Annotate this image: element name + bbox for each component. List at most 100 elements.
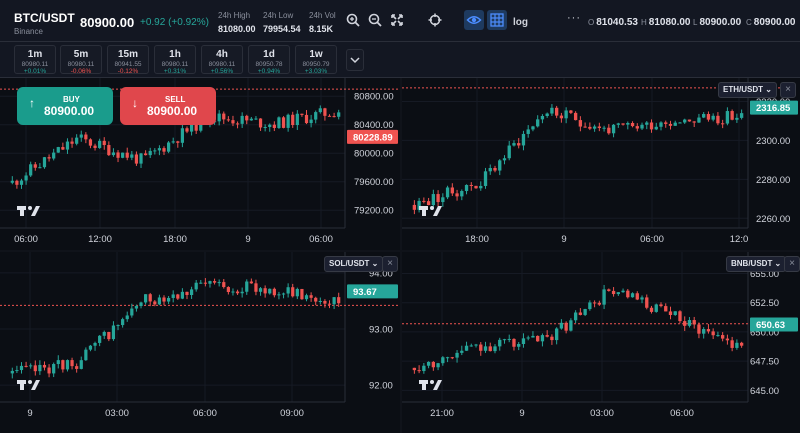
candle-body xyxy=(649,122,654,130)
zoom-out-icon[interactable] xyxy=(367,12,383,28)
candle-body xyxy=(412,204,417,210)
timeframe-1m[interactable]: 1m 80980.11 +0.01% xyxy=(14,45,56,75)
candle-body xyxy=(130,308,134,316)
grid-icon xyxy=(490,13,504,27)
ohlc-value: 80900.00 xyxy=(699,17,742,28)
buy-button[interactable]: ↑ BUY 80900.00 xyxy=(17,87,113,125)
candle-body xyxy=(38,364,42,372)
candle-body xyxy=(597,302,602,305)
chart-canvas[interactable]: 655.00 652.50 650.00 647.50 645.00 21:00 9 03:0… xyxy=(402,252,800,433)
chart-canvas[interactable]: 2320.002300.002280.002260.0018:00906:001… xyxy=(402,78,800,250)
timeframe-1d[interactable]: 1d 80950.78 +0.94% xyxy=(248,45,290,75)
timeframe-price: 80950.78 xyxy=(255,61,283,68)
tradingview-logo-icon xyxy=(17,380,40,390)
timeframe-label: 1h xyxy=(169,49,181,60)
candle-body xyxy=(277,117,281,128)
candle-body xyxy=(730,111,734,120)
candle-body xyxy=(130,154,134,158)
candle-body xyxy=(272,288,276,296)
y-tick-label: 645.00 xyxy=(750,386,779,397)
candle-body xyxy=(730,340,734,348)
timeframe-change: +0.56% xyxy=(210,68,234,75)
candle-body xyxy=(498,160,502,171)
top-bar: BTC/USDT Binance 80900.00 +0.92 (+0.92%)… xyxy=(0,0,800,42)
candle-body xyxy=(226,287,230,292)
logo-part xyxy=(31,380,40,390)
candle-body xyxy=(725,111,730,124)
candle-body xyxy=(573,112,578,121)
logo-part xyxy=(422,380,426,390)
candle-body xyxy=(536,335,540,342)
x-tick-label: 18:00 xyxy=(465,234,489,245)
grid-toggle-button[interactable] xyxy=(487,10,507,30)
price-tag xyxy=(750,100,798,115)
logo-part xyxy=(430,206,434,210)
stat-24h-vol: 24h Vol 8.15K xyxy=(309,11,336,34)
sol-chart-panel[interactable]: 94.00 93.00 92.00 9 03:00 06:00 09:00 93.67 SOL/… xyxy=(0,252,400,433)
candle-body xyxy=(630,122,635,127)
timeframe-1w[interactable]: 1w 80950.79 +3.03% xyxy=(295,45,337,75)
candle-body xyxy=(692,320,696,325)
timeframe-4h[interactable]: 4h 80980.11 +0.56% xyxy=(201,45,243,75)
fit-screen-icon[interactable] xyxy=(389,12,405,28)
candle-body xyxy=(469,345,473,347)
candle-body xyxy=(441,197,445,203)
eth-chart-panel[interactable]: 2320.002300.002280.002260.0018:00906:001… xyxy=(402,78,800,250)
zoom-in-icon[interactable] xyxy=(345,12,361,28)
candle-body xyxy=(716,115,720,124)
candle-body xyxy=(231,120,235,124)
candle-body xyxy=(15,180,19,185)
ohlc-value: 81080.00 xyxy=(648,17,691,28)
candle-body xyxy=(134,306,139,309)
candle-body xyxy=(314,112,318,120)
symbol-selector[interactable]: ETH/USDT ⌄ xyxy=(718,82,777,98)
timeframe-more-button[interactable] xyxy=(346,49,364,71)
logo-part xyxy=(20,380,24,390)
candle-body xyxy=(702,114,706,118)
timeframe-change: +0.94% xyxy=(257,68,281,75)
candle-body xyxy=(337,297,341,304)
ohlc-key: L xyxy=(693,18,698,27)
candle-body xyxy=(526,337,530,339)
candle-body xyxy=(19,180,24,185)
symbol-title[interactable]: BTC/USDT xyxy=(14,11,75,25)
stat-24h-high: 24h High 81080.00 xyxy=(218,11,256,34)
candle-body xyxy=(479,344,483,351)
y-tick-label: 80000.00 xyxy=(354,149,394,160)
candle-body xyxy=(254,118,258,120)
candle-body xyxy=(111,152,116,156)
sell-button[interactable]: ↓ SELL 80900.00 xyxy=(120,87,216,125)
candle-body xyxy=(79,134,83,138)
candle-body xyxy=(611,290,616,295)
chart-canvas[interactable]: 94.00 93.00 92.00 9 03:00 06:00 09:00 93.67 xyxy=(0,252,400,433)
candle-body xyxy=(245,115,249,121)
candle-body xyxy=(194,282,198,290)
close-panel-button[interactable]: × xyxy=(382,256,398,272)
candle-body xyxy=(79,360,83,369)
candle-body xyxy=(281,293,286,295)
crosshair-icon[interactable] xyxy=(427,12,443,28)
close-panel-button[interactable]: × xyxy=(780,82,796,98)
close-panel-button[interactable]: × xyxy=(784,256,800,272)
log-scale-toggle[interactable]: log xyxy=(513,17,528,28)
candle-body xyxy=(735,117,739,120)
eye-toggle-button[interactable] xyxy=(464,10,484,30)
timeframe-15m[interactable]: 15m 80941.55 -0.12% xyxy=(107,45,149,75)
candle-body xyxy=(337,112,341,117)
candle-body xyxy=(194,121,198,131)
timeframe-1h[interactable]: 1h 80980.11 +0.31% xyxy=(154,45,196,75)
y-tick-label: 79200.00 xyxy=(354,206,394,217)
buy-label: BUY xyxy=(63,95,80,104)
bnb-chart-panel[interactable]: 655.00 652.50 650.00 647.50 645.00 21:00 9 03:0… xyxy=(402,252,800,433)
y-tick-label: 650.00 xyxy=(750,327,779,338)
symbol-selector[interactable]: SOL/USDT ⌄ xyxy=(324,256,384,272)
symbol-selector[interactable]: BNB/USDT ⌄ xyxy=(726,256,787,272)
candle-body xyxy=(635,126,639,129)
chart-canvas[interactable]: 80800.00 80400.00 80000.00 79600.00 79200.00… xyxy=(0,78,400,250)
more-options-button[interactable]: ··· xyxy=(567,12,581,24)
candle-body xyxy=(102,331,106,336)
candle-body xyxy=(291,287,295,297)
timeframe-5m[interactable]: 5m 80980.11 -0.06% xyxy=(60,45,102,75)
y-tick-label: 2280.00 xyxy=(756,175,790,186)
logo-part xyxy=(422,206,426,216)
